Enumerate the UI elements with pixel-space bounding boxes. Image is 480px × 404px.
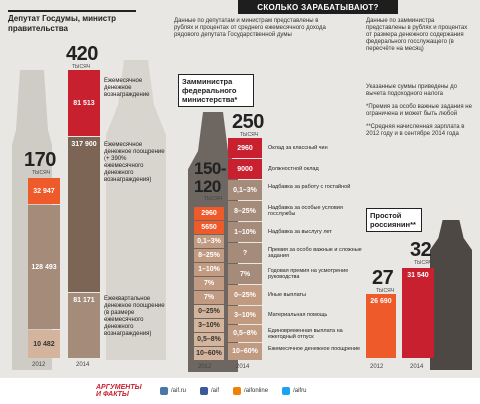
right-box-title: Простой россиянин** xyxy=(366,208,422,232)
right-total-2014: 32 xyxy=(410,239,432,261)
row-label-5: Премия за особо важные и сложные задания xyxy=(268,247,362,259)
center-year-2012: 2012 xyxy=(198,364,212,370)
c2012-row-5: 7% xyxy=(194,277,224,290)
bar2012-quarterly-bonus: 10 482 xyxy=(28,330,60,358)
left-unit-2012: ТЫСЯЧ xyxy=(32,170,51,176)
c2014-row-7: 0–25% xyxy=(228,285,262,305)
c2014-row-5: ? xyxy=(228,243,262,263)
c2012-row-6: 7% xyxy=(194,291,224,304)
c2014-row-3: 8–25% xyxy=(228,201,262,221)
c2014-row-2: 0,1–3% xyxy=(228,180,262,200)
row-label-1: Должностной оклад xyxy=(268,166,319,172)
left-total-2014: 420 xyxy=(66,43,98,65)
right-total-2012: 27 xyxy=(372,267,394,289)
left-year-2012: 2012 xyxy=(32,362,46,368)
left-title: Депутат Госдумы, министр правительства xyxy=(8,10,136,36)
bar2014-monthly-reward: 81 513 xyxy=(68,70,100,136)
row-label-3: Надбавка за особые условия госслужбы xyxy=(268,205,343,217)
right-unit-2014: ТЫСЯЧ xyxy=(414,260,433,266)
c2012-row-0: 2960 xyxy=(194,207,224,220)
aif-logo[interactable]: АРГУМЕНТЫ И ФАКТЫ xyxy=(96,384,142,398)
bar2012-monthly-bonus: 128 493 xyxy=(28,205,60,329)
row-label-2: Надбавка за работу с гостайной xyxy=(268,184,351,190)
c2014-row-4: 1–10% xyxy=(228,222,262,242)
center-unit-2012: ТЫСЯЧ xyxy=(204,196,223,202)
footer-link-ok[interactable]: /aifonline xyxy=(233,387,268,395)
bar2014-quarterly-bonus: 81 171 xyxy=(68,293,100,358)
ordinary-person-silhouette xyxy=(430,220,472,370)
row-label-8: Материальная помощь xyxy=(268,312,328,318)
right-note: Данные по замминистра представлены в руб… xyxy=(366,18,468,52)
row-label-10: Ежемесячное денежное поощрение xyxy=(268,346,361,352)
right-note-tax: Указанные суммы приведены до вычета подо… xyxy=(366,84,457,97)
left-year-2014: 2014 xyxy=(76,362,90,368)
c2014-row-1: 9000 xyxy=(228,159,262,179)
c2012-row-7: 0–25% xyxy=(194,305,224,318)
deputy-silhouette-right xyxy=(106,60,166,360)
center-unit-2014: ТЫСЯЧ xyxy=(240,132,259,138)
footer-link-fb[interactable]: /aif xyxy=(200,387,219,395)
bar2012-monthly-reward: 32 947 xyxy=(28,178,60,204)
c2014-row-0: 2960 xyxy=(228,138,262,158)
header-banner: СКОЛЬКО ЗАРАБАТЫВАЮТ? xyxy=(238,0,398,14)
right-year-2012: 2012 xyxy=(370,364,384,370)
center-year-2014: 2014 xyxy=(236,364,250,370)
right-bar-2012: 26 690 xyxy=(366,294,396,358)
footer-link-twitter[interactable]: /aifru xyxy=(282,387,306,395)
row-label-0: Оклад за классный чин xyxy=(268,145,328,151)
row-label-9: Единовременная выплата на ежегодный отпу… xyxy=(268,328,343,340)
center-note: Данные по депутатам и министрам представ… xyxy=(174,18,326,38)
c2012-row-2: 0,1–3% xyxy=(194,235,224,248)
c2012-row-3: 8–25% xyxy=(194,249,224,262)
right-unit-2012: ТЫСЯЧ xyxy=(376,288,395,294)
right-bar-2014: 31 540 xyxy=(402,268,434,358)
row-label-6: Годовая премия на усмотрение руководства xyxy=(268,268,349,280)
center-total-2014: 250 xyxy=(232,111,264,133)
center-total-2012: 150-120 xyxy=(194,159,227,196)
c2014-row-9: 0,5–8% xyxy=(228,325,262,342)
c2012-row-10: 10–60% xyxy=(194,347,224,360)
row-label-7: Иные выплаты xyxy=(268,292,307,298)
bar2014-monthly-bonus: 317 900 xyxy=(68,137,100,292)
c2012-row-4: 1–10% xyxy=(194,263,224,276)
c2012-row-1: 5650 xyxy=(194,221,224,234)
c2012-row-8: 3–10% xyxy=(194,319,224,332)
center-box-title: Замминистра федерального министерства* xyxy=(178,74,254,107)
c2014-row-10: 10–60% xyxy=(228,343,262,360)
c2014-row-8: 3–10% xyxy=(228,306,262,324)
footer-link-vk[interactable]: /aif.ru xyxy=(160,387,186,395)
left-total-2012: 170 xyxy=(24,149,56,171)
right-year-2014: 2014 xyxy=(410,364,424,370)
vk-icon xyxy=(160,387,168,395)
row-label-4: Надбавка за выслугу лет xyxy=(268,229,332,235)
twitter-icon xyxy=(282,387,291,395)
left-label-monthly-bonus: Ежемесячное денежное поощрение (+ 390% е… xyxy=(104,142,165,183)
right-note-average: **Средняя начисленная зарплата в 2012 го… xyxy=(366,124,465,137)
odnoklassniki-icon xyxy=(233,387,242,395)
footer: АРГУМЕНТЫ И ФАКТЫ /aif.ru /aif /aifonlin… xyxy=(0,378,480,404)
left-label-monthly-reward: Ежемесячное денежное вознаграждение xyxy=(104,78,150,98)
left-label-quarterly-bonus: Ежеквартальное денежное поощрение (в раз… xyxy=(104,296,165,337)
left-unit-2014: ТЫСЯЧ xyxy=(72,64,91,70)
facebook-icon xyxy=(200,387,209,395)
c2014-row-6: 7% xyxy=(228,264,262,284)
right-note-premium: *Премия за особо важные задания не огран… xyxy=(366,104,472,117)
c2012-row-9: 0,5–8% xyxy=(194,333,224,346)
